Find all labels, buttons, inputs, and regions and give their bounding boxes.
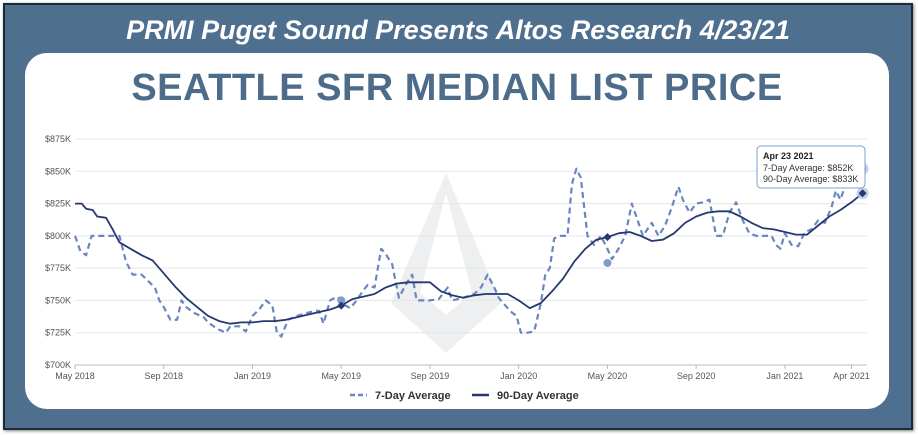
legend-label-ninety-day: 90-Day Average bbox=[497, 390, 579, 402]
marker-ninety-day bbox=[337, 301, 346, 310]
x-tick-label: Sep 2018 bbox=[144, 371, 183, 381]
legend-item-ninety-day[interactable]: 90-Day Average bbox=[472, 390, 579, 402]
banner-title: PRMI Puget Sound Presents Altos Research… bbox=[126, 15, 790, 45]
y-tick-label: $850K bbox=[45, 166, 71, 176]
line-chart: $700K $725K $750K $775K $800K $825K $850K $875K… bbox=[45, 134, 870, 402]
series-lines bbox=[73, 167, 864, 338]
y-axis-ticks: $700K $725K $750K $775K $800K $825K $850K $875K bbox=[45, 134, 71, 370]
tooltip-box bbox=[756, 145, 866, 189]
tooltip: Apr 23 2021 7-Day Average: $852K 90-Day … bbox=[756, 145, 866, 189]
legend: 7-Day Average 90-Day Average bbox=[350, 390, 579, 402]
y-tick-label: $750K bbox=[45, 295, 71, 305]
tooltip-ninety-day: 90-Day Average: $833K bbox=[763, 174, 858, 184]
x-tick-label: May 2018 bbox=[55, 371, 95, 381]
x-tick-label: Jan 2021 bbox=[766, 371, 803, 381]
y-grid bbox=[75, 138, 867, 366]
x-tick-label: May 2020 bbox=[588, 371, 628, 381]
marker-seven-day bbox=[337, 296, 346, 305]
marker-ninety-day bbox=[603, 233, 612, 242]
y-tick-label: $775K bbox=[45, 263, 71, 273]
series-line-seven-day bbox=[73, 167, 863, 338]
x-tick-label: Jan 2019 bbox=[234, 371, 271, 381]
y-tick-label: $800K bbox=[45, 231, 71, 241]
chart-title: SEATTLE SFR MEDIAN LIST PRICE bbox=[131, 67, 783, 109]
highlight-point-ninety-day bbox=[858, 189, 867, 198]
watermark-logo bbox=[391, 173, 501, 353]
chart-panel: SEATTLE SFR MEDIAN LIST PRICE $700K $725K… bbox=[25, 53, 889, 409]
x-axis-ticks: May 2018 Sep 2018 Jan 2019 May 2019 Sep 2019… bbox=[55, 365, 870, 381]
series-line-ninety-day bbox=[75, 192, 864, 325]
y-tick-label: $825K bbox=[45, 199, 71, 209]
y-tick-label: $700K bbox=[45, 360, 71, 370]
x-tick-label: May 2019 bbox=[321, 371, 361, 381]
y-tick-label: $875K bbox=[45, 134, 71, 144]
legend-item-seven-day[interactable]: 7-Day Average bbox=[350, 390, 451, 402]
x-tick-label: Sep 2020 bbox=[677, 371, 716, 381]
x-tick-label: Jan 2020 bbox=[500, 371, 537, 381]
x-tick-label: Sep 2019 bbox=[411, 371, 450, 381]
x-tick-label: Apr 2021 bbox=[833, 371, 870, 381]
y-tick-label: $725K bbox=[45, 328, 71, 338]
tooltip-seven-day: 7-Day Average: $852K bbox=[763, 163, 853, 173]
chart-frame: PRMI Puget Sound Presents Altos Research… bbox=[3, 3, 913, 430]
tooltip-date: Apr 23 2021 bbox=[763, 151, 814, 161]
legend-label-seven-day: 7-Day Average bbox=[375, 390, 451, 402]
marker-seven-day bbox=[603, 258, 612, 267]
